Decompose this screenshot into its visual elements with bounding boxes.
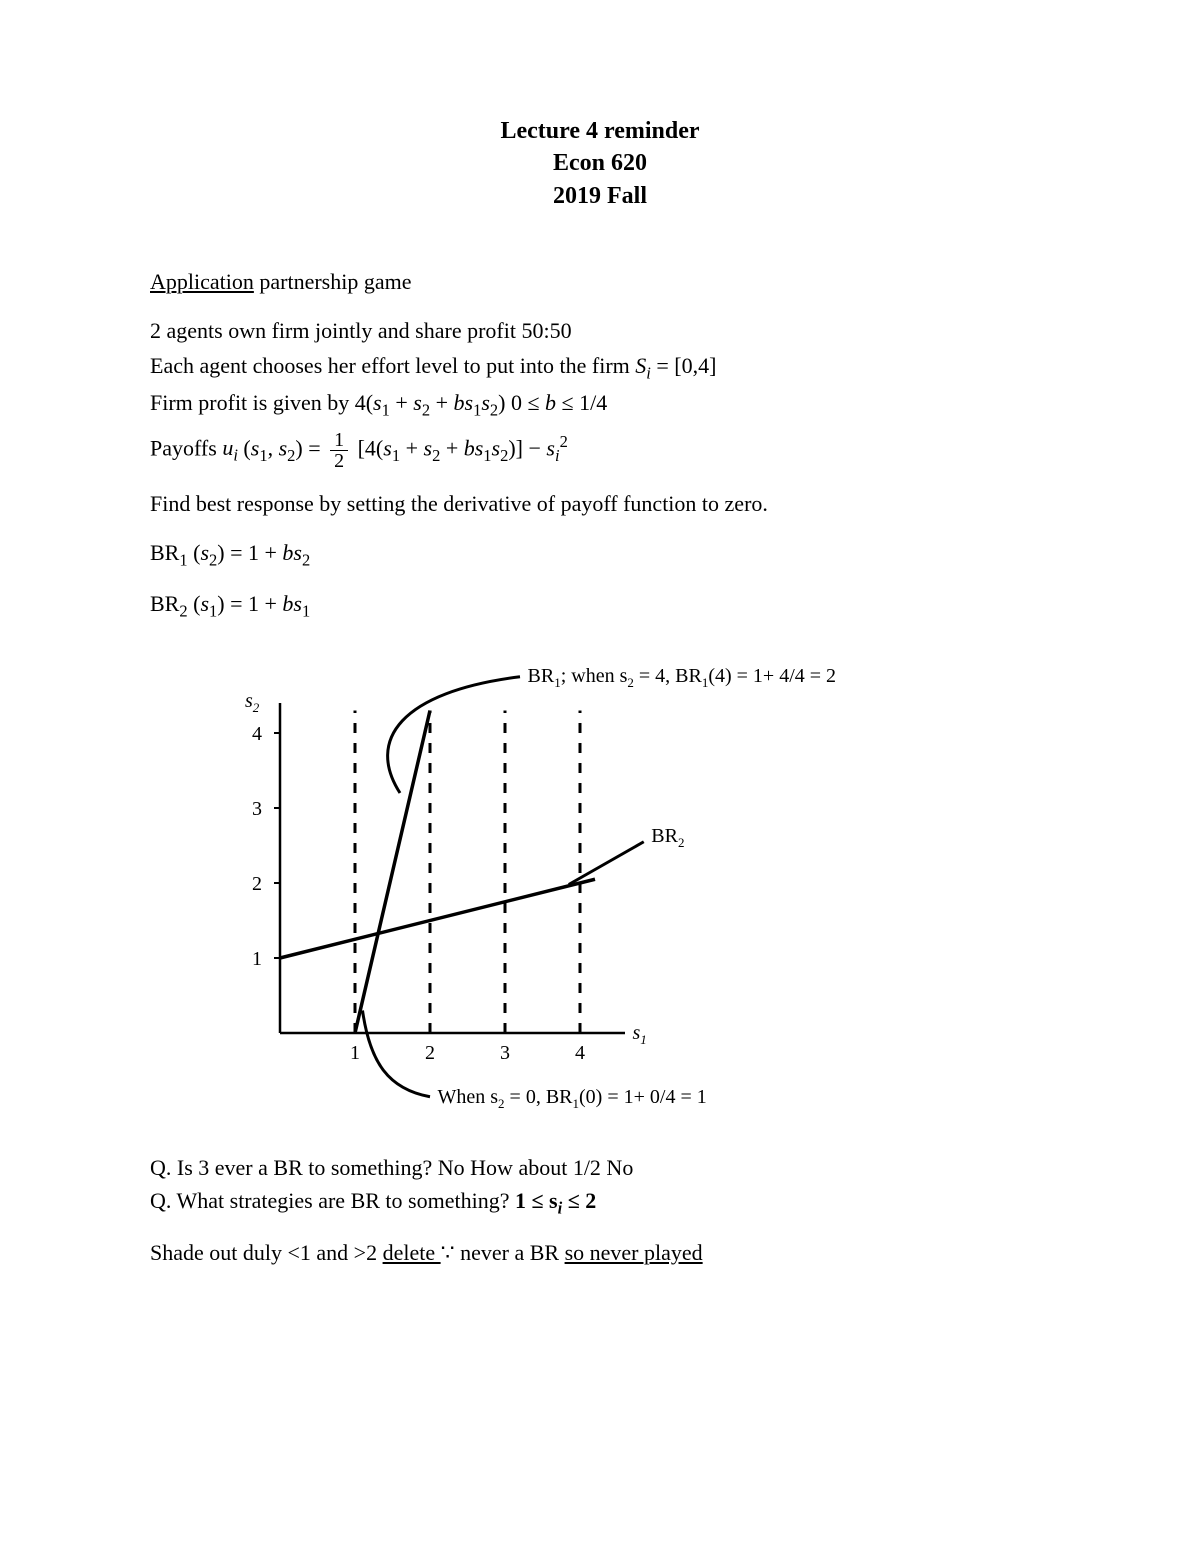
svg-text:3: 3 (252, 798, 262, 820)
questions-block: Q. Is 3 ever a BR to something? No How a… (150, 1153, 1050, 1220)
body: Application partnership game 2 agents ow… (150, 267, 1050, 1268)
application-label: Application (150, 269, 254, 294)
setup-line-2: Each agent chooses her effort level to p… (150, 351, 1050, 384)
svg-text:BR2: BR2 (651, 824, 684, 849)
header-line-2: Econ 620 (150, 147, 1050, 179)
derivative-line: Find best response by setting the deriva… (150, 489, 1050, 520)
svg-text:2: 2 (252, 873, 262, 895)
svg-text:1: 1 (350, 1042, 360, 1064)
svg-text:When s2 = 0, BR1(0) = 1+ 0/4 =: When s2 = 0, BR1(0) = 1+ 0/4 = 1 (438, 1085, 707, 1110)
br2-eq: BR2 (s1) = 1 + bs1 (150, 589, 1050, 622)
page: Lecture 4 reminder Econ 620 2019 Fall Ap… (0, 0, 1200, 1553)
payoff-line: Payoffs ui (s1, s2) = 12 [4(s1 + s2 + bs… (150, 430, 1050, 471)
svg-text:2: 2 (425, 1042, 435, 1064)
application-line: Application partnership game (150, 267, 1050, 298)
page-header: Lecture 4 reminder Econ 620 2019 Fall (150, 115, 1050, 212)
svg-text:s1: s1 (633, 1022, 647, 1047)
question-1: Q. Is 3 ever a BR to something? No How a… (150, 1153, 1050, 1184)
final-line: Shade out duly <1 and >2 delete ∵ never … (150, 1238, 1050, 1269)
svg-text:1: 1 (252, 948, 262, 970)
svg-text:BR1; when s2 = 4, BR1(4) = 1: BR1; when s2 = 4, BR1(4) = 1+ 4/4 = 2 (528, 665, 837, 690)
svg-text:4: 4 (252, 723, 262, 745)
best-response-chart: 1 2 3 4 1 2 3 4 s1 s2 BR1; when s2 = 4, BR1(4) = 1… (150, 653, 1050, 1123)
setup-line-3: Firm profit is given by 4(s1 + s2 + bs1s… (150, 388, 1050, 421)
chart-svg: 1 2 3 4 1 2 3 4 s1 s2 BR1; when s2 = 4, BR1(4) = 1… (150, 653, 1020, 1123)
svg-text:s2: s2 (245, 689, 260, 714)
svg-text:3: 3 (500, 1042, 510, 1064)
br1-eq: BR1 (s2) = 1 + bs2 (150, 538, 1050, 571)
setup-block: 2 agents own firm jointly and share prof… (150, 316, 1050, 471)
setup-line-1: 2 agents own firm jointly and share prof… (150, 316, 1050, 347)
br-equations: BR1 (s2) = 1 + bs2 BR2 (s1) = 1 + bs1 (150, 538, 1050, 623)
header-line-1: Lecture 4 reminder (150, 115, 1050, 147)
question-2: Q. What strategies are BR to something? … (150, 1186, 1050, 1219)
application-rest: partnership game (254, 269, 412, 294)
svg-text:4: 4 (575, 1042, 585, 1064)
header-line-3: 2019 Fall (150, 180, 1050, 212)
